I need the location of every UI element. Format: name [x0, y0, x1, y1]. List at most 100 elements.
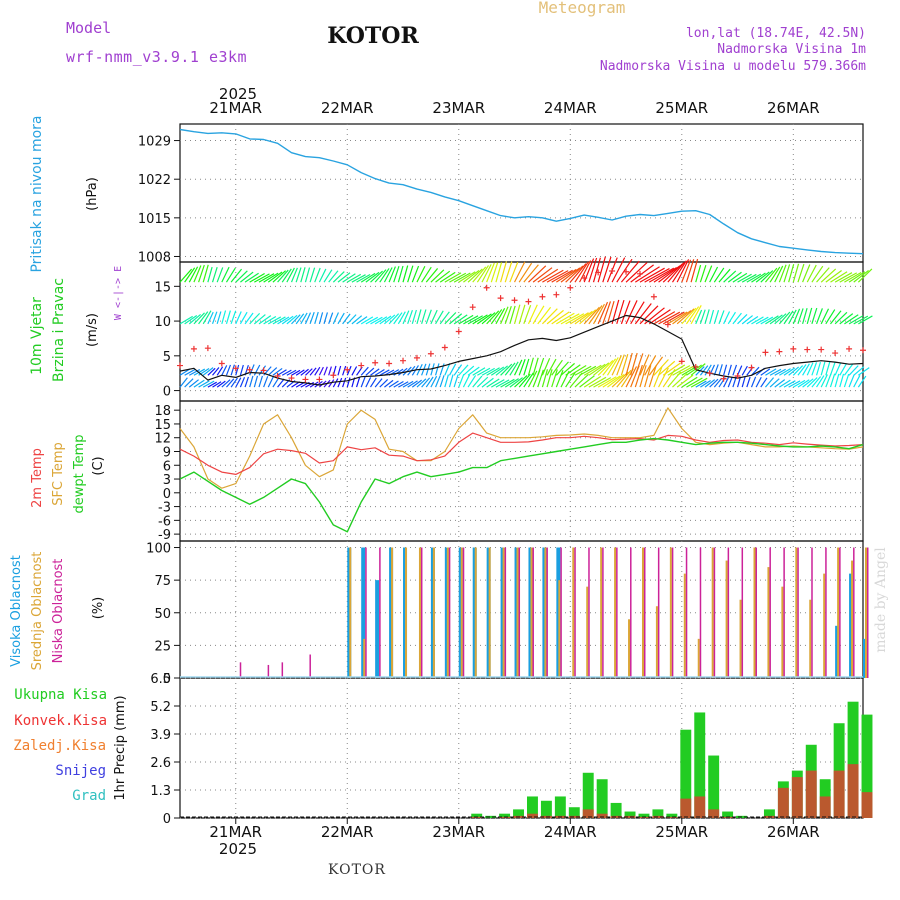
- wind-vector: [449, 272, 467, 283]
- wind-vector: [342, 273, 356, 283]
- wind-vector: [569, 312, 589, 325]
- cloud-bar-1: [767, 567, 770, 678]
- wind-vector: [258, 375, 264, 388]
- cloud-bar-1: [349, 547, 352, 678]
- precip-conv-bar: [805, 770, 817, 818]
- wind-vector: [351, 274, 366, 283]
- wind-vector: [783, 310, 794, 325]
- wind-vector: [843, 363, 854, 376]
- wind-vector: [532, 305, 545, 325]
- precip-conv-bar: [694, 796, 706, 818]
- wind-vector: [774, 313, 787, 325]
- precip-total-bar: [471, 813, 483, 818]
- wind-vector: [843, 373, 850, 388]
- cloud-bar-1: [516, 547, 519, 678]
- wind-vector: [750, 376, 757, 388]
- wind-vector: [328, 379, 335, 388]
- x-day-label-top: 24MAR: [544, 99, 597, 117]
- wind-vector: [337, 365, 342, 376]
- cloud-bar-1: [669, 547, 672, 678]
- precip-total-bar: [680, 729, 692, 818]
- wind-vector: [239, 364, 244, 376]
- wind-gust-mark: [344, 366, 351, 373]
- wind-vector: [393, 312, 403, 325]
- wind-vector: [658, 360, 676, 376]
- precip-legend-item: Ukupna Kisa: [14, 687, 107, 703]
- wind-vector: [844, 271, 862, 283]
- wind-label-2: Brzina i Pravac: [51, 278, 67, 382]
- wind-vector: [198, 311, 209, 325]
- wind-vector: [681, 259, 692, 283]
- precip-conv-bar: [861, 792, 873, 818]
- wind-vector: [541, 358, 551, 376]
- wind-vector: [202, 264, 209, 283]
- wind-vector: [202, 367, 214, 376]
- wind-vector: [332, 378, 339, 388]
- wind-vector: [779, 379, 791, 388]
- wind-vector: [555, 361, 569, 376]
- wind-vector: [820, 268, 837, 283]
- wind-vector: [569, 365, 587, 376]
- wind-vector: [751, 316, 764, 325]
- wind-vector: [235, 270, 248, 283]
- precip-legend: Ukupna Kisa Konvek.Kisa Zaledj.Kisa Snijeg G…: [13, 687, 107, 804]
- wind-vector: [611, 257, 626, 283]
- precip-legend-item: Zaledj.Kisa: [13, 738, 106, 754]
- wind-vector: [360, 366, 369, 376]
- cloud-bar-2: [448, 547, 451, 678]
- wind-vector: [727, 364, 732, 376]
- wind-vector: [690, 363, 706, 376]
- wind-vector: [648, 267, 675, 283]
- wind-vector: [834, 272, 853, 283]
- wind-vector: [384, 314, 396, 325]
- wind-vector: [541, 308, 558, 325]
- wind-vector: [783, 264, 791, 283]
- precip-conv-bar: [610, 815, 622, 818]
- wind-vector: [356, 273, 371, 283]
- wind-vector: [211, 266, 218, 283]
- cloud-bar-1: [418, 547, 421, 678]
- ytick-label: 1022: [138, 173, 171, 188]
- wind-vector: [263, 315, 277, 325]
- wind-vector: [342, 365, 347, 376]
- wind-vector: [760, 377, 768, 388]
- wind-vector: [834, 362, 842, 376]
- wind-vector: [597, 360, 614, 376]
- wind-unit: (m/s): [85, 313, 100, 347]
- wind-vector: [476, 265, 489, 283]
- wind-vector: [365, 316, 379, 325]
- wind-vector: [774, 265, 784, 283]
- wind-vector: [695, 380, 707, 388]
- wind-vector: [472, 367, 486, 376]
- wind-vector: [212, 367, 220, 376]
- wind-vector: [309, 367, 317, 376]
- wind-vector: [416, 378, 427, 388]
- wind-vector: [309, 312, 315, 325]
- wind-vector: [267, 316, 282, 325]
- wind-vector: [244, 272, 259, 283]
- wind-vector: [486, 378, 500, 388]
- wind-vector: [602, 301, 612, 325]
- wind-vector: [625, 300, 638, 325]
- wind-vector: [212, 381, 222, 388]
- wind-vector: [662, 362, 682, 376]
- wind-vector: [546, 309, 564, 325]
- wind-vector: [523, 304, 532, 325]
- wind-vector: [764, 377, 775, 388]
- wind-gust-mark: [427, 350, 434, 357]
- wind-vector: [625, 262, 648, 283]
- wind-vector: [704, 379, 716, 388]
- wind-vector: [272, 270, 287, 283]
- wind-gust-mark: [455, 328, 462, 335]
- wind-vector: [597, 301, 609, 325]
- wind-vector: [188, 266, 199, 283]
- 2m-temp-line: [179, 432, 864, 475]
- wind-vector: [853, 315, 869, 325]
- wind-vector: [504, 362, 516, 376]
- wind-vector: [848, 271, 866, 283]
- wind-vector: [760, 316, 774, 325]
- wind-vector: [239, 377, 246, 388]
- wind-vector: [402, 265, 409, 283]
- precip-conv-bar: [847, 764, 859, 818]
